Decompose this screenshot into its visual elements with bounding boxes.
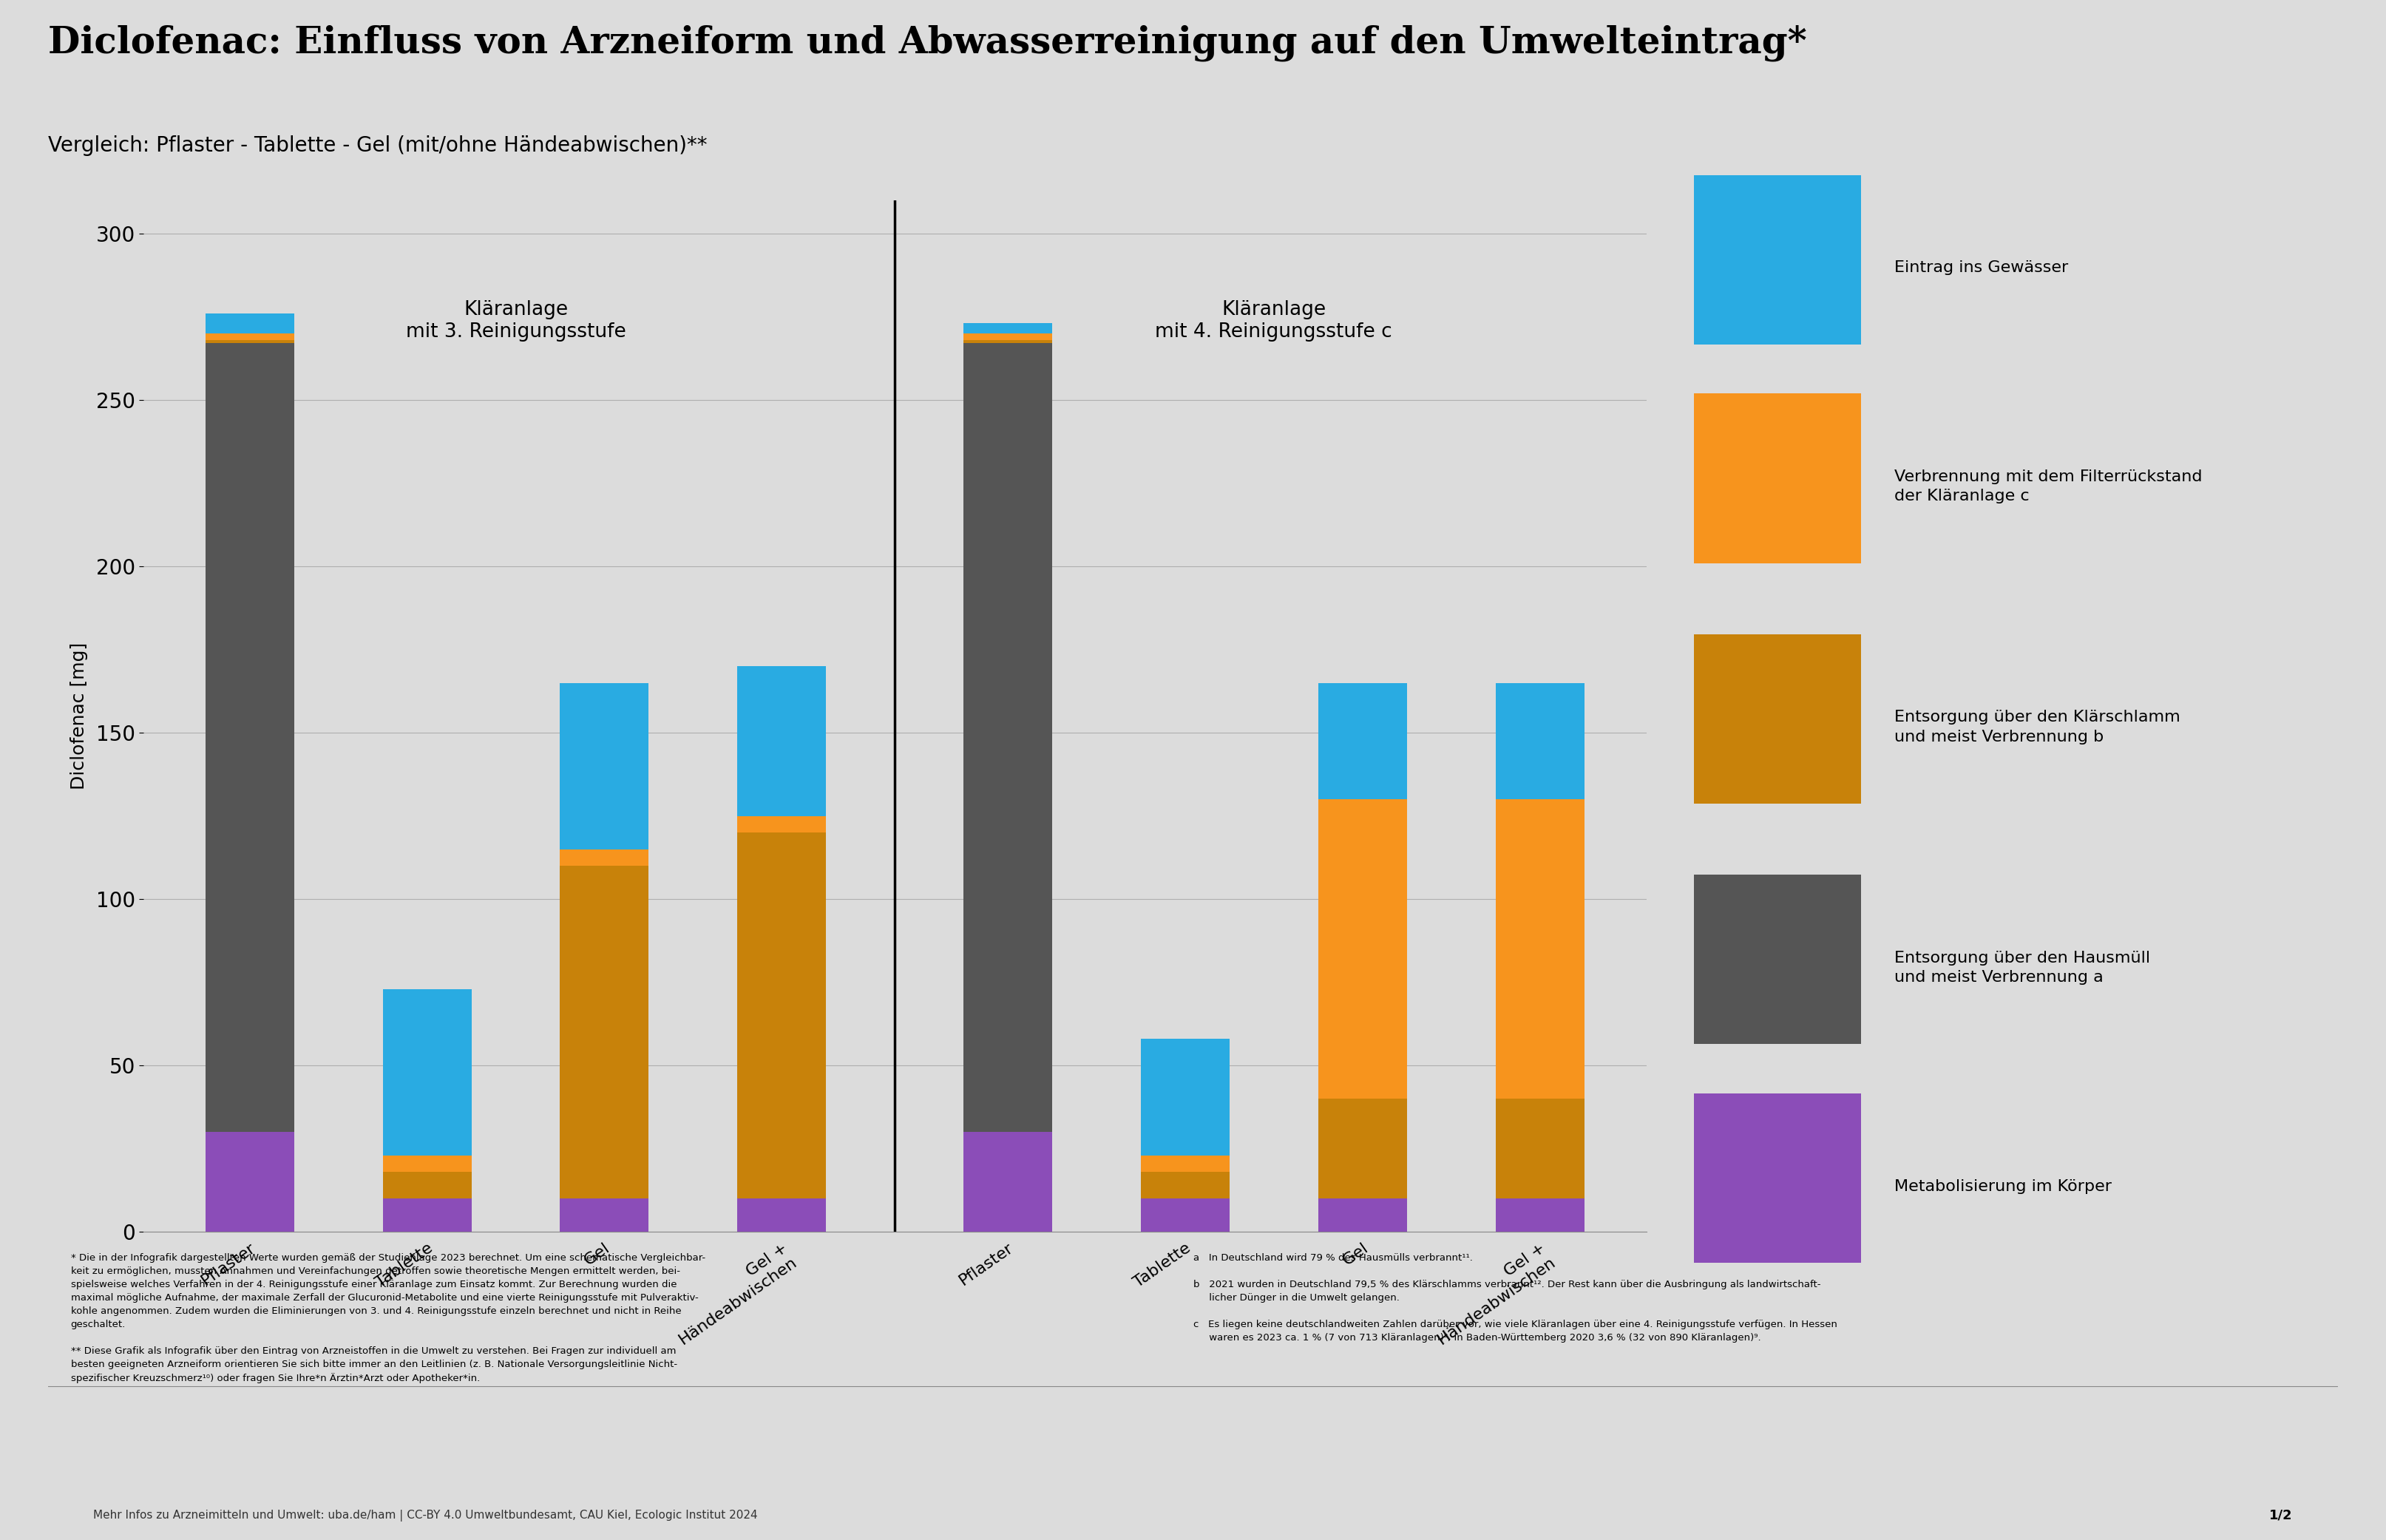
Bar <box>1317 799 1408 1100</box>
Bar <box>964 323 1052 333</box>
Bar <box>1141 1198 1229 1232</box>
Text: Metabolisierung im Körper: Metabolisierung im Körper <box>1894 1178 2112 1194</box>
Text: Vergleich: Pflaster - Tablette - Gel (mit/ohne Händeabwischen)**: Vergleich: Pflaster - Tablette - Gel (mi… <box>48 136 706 156</box>
FancyBboxPatch shape <box>1694 1093 1861 1263</box>
Bar <box>1317 1100 1408 1198</box>
Bar <box>1496 682 1584 799</box>
Bar <box>1141 1172 1229 1198</box>
Text: * Die in der Infografik dargestellten Werte wurden gemäß der Studienlage 2023 be: * Die in der Infografik dargestellten We… <box>72 1254 706 1383</box>
Bar <box>1141 1040 1229 1155</box>
Bar <box>964 333 1052 340</box>
Bar <box>1317 1198 1408 1232</box>
Bar <box>964 340 1052 343</box>
Bar <box>561 865 649 1198</box>
Bar <box>382 1198 472 1232</box>
Y-axis label: Diclofenac [mg]: Diclofenac [mg] <box>69 642 88 790</box>
Bar <box>1317 682 1408 799</box>
Bar <box>737 667 826 816</box>
Bar <box>382 1155 472 1172</box>
Bar <box>737 816 826 833</box>
Bar <box>205 313 293 333</box>
Bar <box>737 1198 826 1232</box>
Text: Diclofenac: Einfluss von Arzneiform und Abwasserreinigung auf den Umwelteintrag*: Diclofenac: Einfluss von Arzneiform und … <box>48 25 1806 62</box>
Bar <box>964 1132 1052 1232</box>
Bar <box>205 340 293 343</box>
FancyBboxPatch shape <box>1694 176 1861 345</box>
Text: Verbrennung mit dem Filterrückstand
der Kläranlage c: Verbrennung mit dem Filterrückstand der … <box>1894 470 2202 504</box>
Bar <box>1496 1198 1584 1232</box>
Text: Entsorgung über den Klärschlamm
und meist Verbrennung b: Entsorgung über den Klärschlamm und meis… <box>1894 710 2181 744</box>
Bar <box>205 333 293 340</box>
Text: Kläranlage
mit 4. Reinigungsstufe c: Kläranlage mit 4. Reinigungsstufe c <box>1155 300 1393 342</box>
Bar <box>561 1198 649 1232</box>
Bar <box>1496 799 1584 1100</box>
FancyBboxPatch shape <box>1694 394 1861 564</box>
Bar <box>561 682 649 849</box>
Bar <box>1141 1155 1229 1172</box>
Bar <box>205 343 293 1132</box>
Text: Kläranlage
mit 3. Reinigungsstufe: Kläranlage mit 3. Reinigungsstufe <box>406 300 625 342</box>
Bar <box>1496 1100 1584 1198</box>
Text: a   In Deutschland wird 79 % des Hausmülls verbrannt¹¹.

b   2021 wurden in Deut: a In Deutschland wird 79 % des Hausmülls… <box>1193 1254 1837 1343</box>
FancyBboxPatch shape <box>1694 634 1861 804</box>
Text: 1/2: 1/2 <box>2269 1509 2293 1522</box>
Text: Entsorgung über den Hausmüll
und meist Verbrennung a: Entsorgung über den Hausmüll und meist V… <box>1894 950 2150 984</box>
Bar <box>205 1132 293 1232</box>
Bar <box>964 343 1052 1132</box>
FancyBboxPatch shape <box>1694 875 1861 1044</box>
Bar <box>382 1172 472 1198</box>
Text: Mehr Infos zu Arzneimitteln und Umwelt: uba.de/ham | CC-BY 4.0 Umweltbundesamt, : Mehr Infos zu Arzneimitteln und Umwelt: … <box>93 1511 759 1522</box>
Bar <box>561 849 649 865</box>
Bar <box>382 989 472 1155</box>
Text: Eintrag ins Gewässer: Eintrag ins Gewässer <box>1894 260 2069 276</box>
Bar <box>737 833 826 1198</box>
